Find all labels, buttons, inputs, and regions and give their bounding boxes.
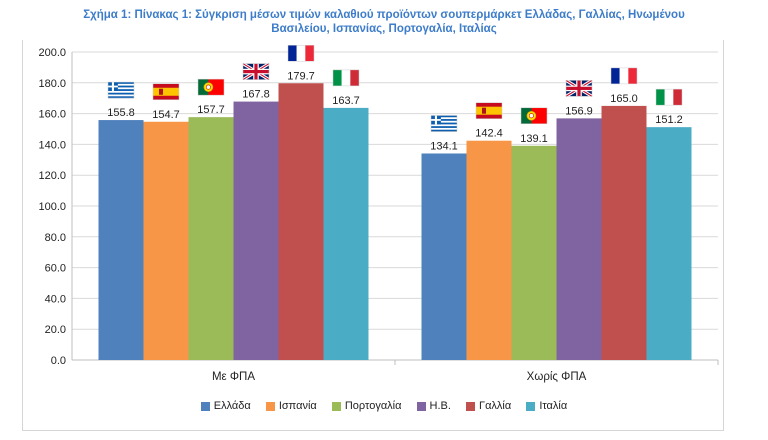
bar [188,117,234,360]
flag-italy-icon [655,88,683,106]
data-label: 163.7 [332,95,360,107]
legend-swatch [265,401,275,411]
flag-france-icon [287,45,315,62]
legend-label: Ιταλία [539,400,568,412]
data-label: 155.8 [107,107,135,119]
bar [323,107,369,360]
data-label: 179.7 [287,70,315,82]
chart-legend: Ελλάδα Ισπανία Πορτογαλία Η.Β. Γαλλία Ιτ… [0,400,768,414]
data-label: 157.7 [197,104,225,116]
y-tick-label: 200.0 [38,47,66,59]
bar [601,105,647,361]
bar [143,121,189,361]
y-tick-label: 0.0 [51,355,66,367]
legend-label: Ισπανία [278,400,317,412]
x-tick-label: Χωρίς ΦΠΑ [527,371,587,383]
flag-portugal-icon [197,78,225,96]
bar [466,140,512,360]
flag-portugal-icon [520,107,548,125]
data-label: 139.1 [520,133,548,145]
legend-label: Πορτογαλία [344,400,402,412]
legend-item-greece: Ελλάδα [200,400,251,412]
x-tick-label: Με ΦΠΑ [212,371,255,383]
legend-swatch [200,401,210,411]
legend-swatch [416,401,426,411]
flag-uk-icon [565,79,593,98]
bar [278,83,324,361]
legend-item-france: Γαλλία [466,400,511,412]
chart-title-line-1: Σχήμα 1: Πίνακας 1: Σύγκριση μέσων τιμών… [83,9,685,21]
flag-france-icon [610,67,638,85]
flag-italy-icon [332,69,360,87]
y-tick-label: 100.0 [38,201,66,213]
legend-item-italy: Ιταλία [526,400,567,412]
legend-label: Γαλλία [479,400,512,412]
flag-spain-icon [475,102,503,119]
bar [233,101,279,360]
legend-swatch [466,401,476,411]
bar [511,145,557,360]
y-tick-label: 120.0 [38,170,66,182]
data-label: 142.4 [475,128,503,140]
bar [98,120,144,361]
bar [646,127,692,360]
bar [421,153,467,360]
chart-title-line-2: Βασιλείου, Ισπανίας, Πορτογαλία, Ιταλίας [271,23,497,35]
legend-label: Η.Β. [429,400,451,412]
legend-item-portugal: Πορτογαλία [331,400,402,412]
legend-item-uk: Η.Β. [416,400,451,412]
chart-title: Σχήμα 1: Πίνακας 1: Σύγκριση μέσων τιμών… [20,8,748,36]
y-tick-label: 80.0 [45,232,66,244]
y-tick-label: 180.0 [38,78,66,90]
y-tick-label: 40.0 [45,293,66,305]
y-tick-label: 60.0 [45,263,66,275]
flag-uk-icon [242,62,270,81]
chart-frame [22,40,724,431]
y-tick-label: 160.0 [38,109,66,121]
y-tick-label: 140.0 [38,139,66,151]
legend-swatch [526,401,536,411]
data-label: 134.1 [430,140,458,152]
flag-greece-icon [107,81,135,99]
data-label: 165.0 [610,93,638,105]
data-label: 151.2 [655,114,683,126]
bar [556,118,602,361]
data-label: 167.8 [242,89,270,101]
legend-swatch [331,401,341,411]
legend-item-spain: Ισπανία [265,400,317,412]
data-label: 154.7 [152,109,180,121]
flag-greece-icon [430,115,458,132]
bar-chart: 0.0 20.0 40.0 60.0 80.0 100.0 120.0 140.0 160.0 1… [38,45,719,383]
flag-spain-icon [152,83,180,101]
y-tick-label: 20.0 [45,324,66,336]
data-label: 156.9 [565,105,593,117]
legend-label: Ελλάδα [213,400,251,412]
